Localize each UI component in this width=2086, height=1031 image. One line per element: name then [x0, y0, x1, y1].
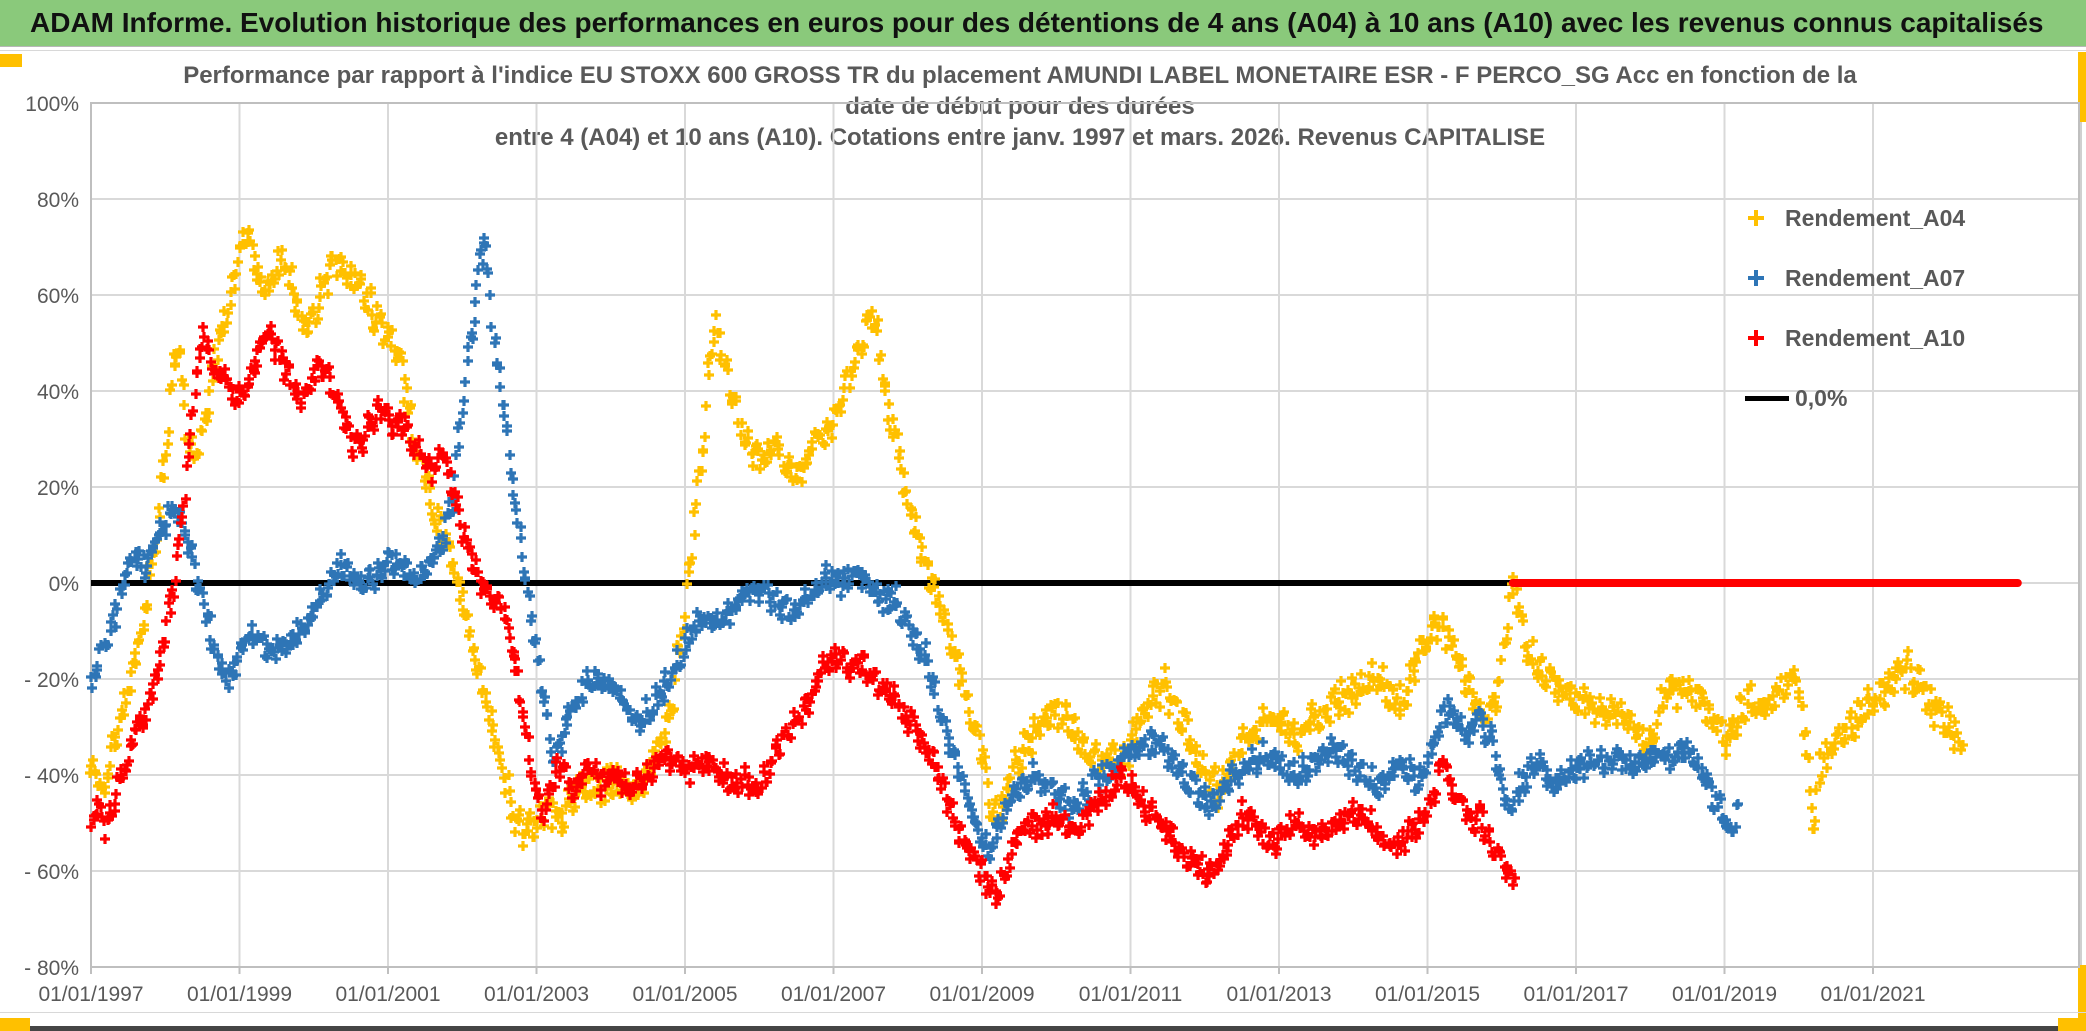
y-axis-label: - 80% [24, 957, 79, 980]
plus-marker-icon [1745, 265, 1771, 291]
x-axis-label: 01/01/2021 [1820, 983, 1925, 1006]
gold-corner-accent [0, 54, 22, 67]
gold-right-bottom-accent [2078, 965, 2086, 1031]
chart-title-line2: date de début pour des durées [845, 93, 1195, 120]
y-axis-label: 40% [37, 381, 79, 404]
x-axis-label: 01/01/2013 [1226, 983, 1331, 1006]
x-axis-label: 01/01/2001 [335, 983, 440, 1006]
legend-item-a07[interactable]: Rendement_A07 [1745, 248, 2075, 308]
y-axis-label: 60% [37, 285, 79, 308]
y-axis-label: - 20% [24, 669, 79, 692]
x-axis-label: 01/01/1999 [187, 983, 292, 1006]
chart-title-line3: entre 4 (A04) et 10 ans (A10). Cotations… [494, 124, 1546, 151]
legend-item-zero-line[interactable]: 0,0% [1745, 368, 2075, 428]
plus-marker-icon [1745, 205, 1771, 231]
gold-bottom-left-accent [0, 1018, 30, 1031]
legend-label: 0,0% [1795, 384, 1848, 411]
series-points-rendement_a10 [86, 321, 1520, 909]
y-axis-label: - 40% [24, 765, 79, 788]
gold-right-top-accent [2078, 52, 2086, 122]
banner: ADAM Informe. Evolution historique des p… [0, 0, 2086, 47]
legend-label: Rendement_A04 [1785, 204, 1966, 231]
legend-label: Rendement_A10 [1785, 324, 1966, 351]
y-axis-label: - 60% [24, 861, 79, 884]
legend-item-a04[interactable]: Rendement_A04 [1745, 188, 2075, 248]
legend-item-a10[interactable]: Rendement_A10 [1745, 308, 2075, 368]
legend-label: Rendement_A07 [1785, 264, 1966, 291]
x-axis-label: 01/01/2009 [929, 983, 1034, 1006]
x-axis-label: 01/01/2019 [1672, 983, 1777, 1006]
x-axis-label: 01/01/2007 [781, 983, 886, 1006]
x-axis-label: 01/01/2005 [632, 983, 737, 1006]
y-axis-label: 100% [25, 93, 79, 116]
right-edge-rule [2080, 52, 2082, 1031]
bottom-scroll-bar[interactable] [30, 1026, 2058, 1031]
series-points-rendement_a07 [86, 233, 1743, 864]
y-axis-label: 20% [37, 477, 79, 500]
x-axis-label: 01/01/2011 [1079, 983, 1183, 1006]
bottom-divider [0, 1012, 2086, 1013]
plus-marker-icon [1745, 325, 1771, 351]
chart-title: Performance par rapport à l'indice EU ST… [160, 60, 1880, 153]
x-axis-label: 01/01/2003 [484, 983, 589, 1006]
page-title: ADAM Informe. Evolution historique des p… [30, 7, 2044, 38]
x-axis-label: 01/01/2015 [1375, 983, 1480, 1006]
x-axis-label: 01/01/1997 [38, 983, 143, 1006]
y-axis-label: 0% [49, 573, 79, 596]
plot-border [90, 102, 2080, 968]
gold-bottom-right-accent [2058, 1018, 2086, 1031]
zero-line-sample-icon [1745, 395, 1789, 401]
chart-legend: Rendement_A04 Rendement_A07 Rendement_A1… [1745, 188, 2075, 428]
top-divider [0, 50, 2086, 51]
chart-title-line1: Performance par rapport à l'indice EU ST… [183, 62, 1857, 89]
y-axis-label: 80% [37, 189, 79, 212]
x-axis-label: 01/01/2017 [1523, 983, 1628, 1006]
